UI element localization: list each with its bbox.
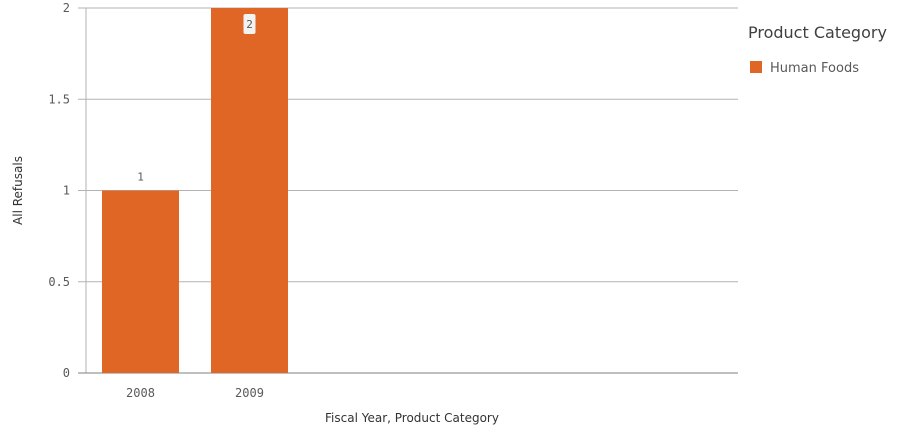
data-label-2008: 1: [137, 171, 144, 184]
y-tick-label: 0: [63, 366, 70, 380]
x-tick-label-2009: 2009: [235, 386, 264, 400]
legend-swatch-human-foods[interactable]: [750, 61, 762, 73]
data-labels: 12: [137, 14, 256, 184]
data-label-bg: [243, 14, 256, 34]
bar-2008[interactable]: [102, 190, 179, 374]
legend: Product Category Human Foods: [748, 23, 887, 76]
data-label-2009: 2: [246, 18, 253, 31]
x-tick-labels: 2008 2009: [126, 386, 264, 400]
y-tick-labels: 0 0.5 1 1.5 2: [48, 1, 70, 380]
y-tick-label: 1.5: [48, 92, 70, 106]
bar-series: [102, 8, 288, 373]
x-axis-title: Fiscal Year, Product Category: [325, 411, 499, 425]
legend-label-human-foods[interactable]: Human Foods: [770, 61, 859, 76]
x-tick-label-2008: 2008: [126, 386, 155, 400]
y-axis-title: All Refusals: [11, 156, 25, 225]
grid-lines: [78, 7, 738, 283]
y-tick-label: 0.5: [48, 275, 70, 289]
y-tick-label: 2: [63, 1, 70, 15]
bar-2009[interactable]: [211, 8, 288, 373]
legend-title: Product Category: [748, 23, 887, 42]
y-tick-label: 1: [63, 184, 70, 198]
